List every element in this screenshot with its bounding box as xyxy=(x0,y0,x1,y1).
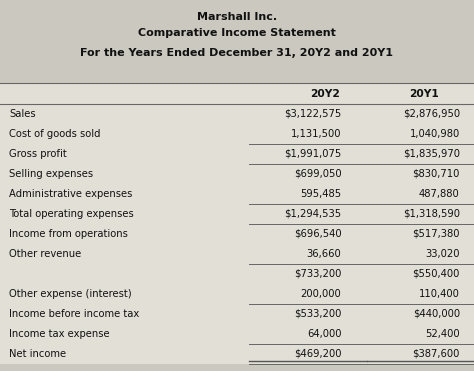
Text: 487,880: 487,880 xyxy=(419,189,460,199)
Text: Gross profit: Gross profit xyxy=(9,149,67,159)
Text: $387,600: $387,600 xyxy=(412,349,460,359)
Bar xyxy=(0,83,474,364)
Text: $1,318,590: $1,318,590 xyxy=(403,209,460,219)
Text: Comparative Income Statement: Comparative Income Statement xyxy=(138,29,336,38)
Text: 36,660: 36,660 xyxy=(307,249,341,259)
Text: $2,876,950: $2,876,950 xyxy=(402,109,460,119)
Text: Total operating expenses: Total operating expenses xyxy=(9,209,134,219)
Text: 64,000: 64,000 xyxy=(307,329,341,339)
Text: $696,540: $696,540 xyxy=(294,229,341,239)
Text: $1,991,075: $1,991,075 xyxy=(284,149,341,159)
Bar xyxy=(0,0,474,83)
Text: $733,200: $733,200 xyxy=(294,269,341,279)
Text: 200,000: 200,000 xyxy=(301,289,341,299)
Text: $699,050: $699,050 xyxy=(294,169,341,179)
Text: $1,294,535: $1,294,535 xyxy=(284,209,341,219)
Text: 1,131,500: 1,131,500 xyxy=(291,129,341,139)
Text: Net income: Net income xyxy=(9,349,67,359)
Text: 52,400: 52,400 xyxy=(425,329,460,339)
Text: Other revenue: Other revenue xyxy=(9,249,82,259)
Text: $440,000: $440,000 xyxy=(413,309,460,319)
Text: $517,380: $517,380 xyxy=(412,229,460,239)
Text: Income tax expense: Income tax expense xyxy=(9,329,110,339)
Text: Cost of goods sold: Cost of goods sold xyxy=(9,129,101,139)
Text: 110,400: 110,400 xyxy=(419,289,460,299)
Text: $469,200: $469,200 xyxy=(294,349,341,359)
Text: Income before income tax: Income before income tax xyxy=(9,309,140,319)
Text: $533,200: $533,200 xyxy=(294,309,341,319)
Text: 1,040,980: 1,040,980 xyxy=(410,129,460,139)
Text: $3,122,575: $3,122,575 xyxy=(284,109,341,119)
Text: Selling expenses: Selling expenses xyxy=(9,169,93,179)
Text: Administrative expenses: Administrative expenses xyxy=(9,189,133,199)
Text: $830,710: $830,710 xyxy=(412,169,460,179)
Text: $1,835,970: $1,835,970 xyxy=(403,149,460,159)
Text: Income from operations: Income from operations xyxy=(9,229,128,239)
Text: 33,020: 33,020 xyxy=(425,249,460,259)
Text: 20Y1: 20Y1 xyxy=(410,89,439,99)
Text: 595,485: 595,485 xyxy=(300,189,341,199)
Text: $550,400: $550,400 xyxy=(412,269,460,279)
Text: Sales: Sales xyxy=(9,109,36,119)
Text: For the Years Ended December 31, 20Y2 and 20Y1: For the Years Ended December 31, 20Y2 an… xyxy=(81,48,393,58)
Text: 20Y2: 20Y2 xyxy=(310,89,339,99)
Text: Marshall Inc.: Marshall Inc. xyxy=(197,12,277,22)
Text: Other expense (interest): Other expense (interest) xyxy=(9,289,132,299)
